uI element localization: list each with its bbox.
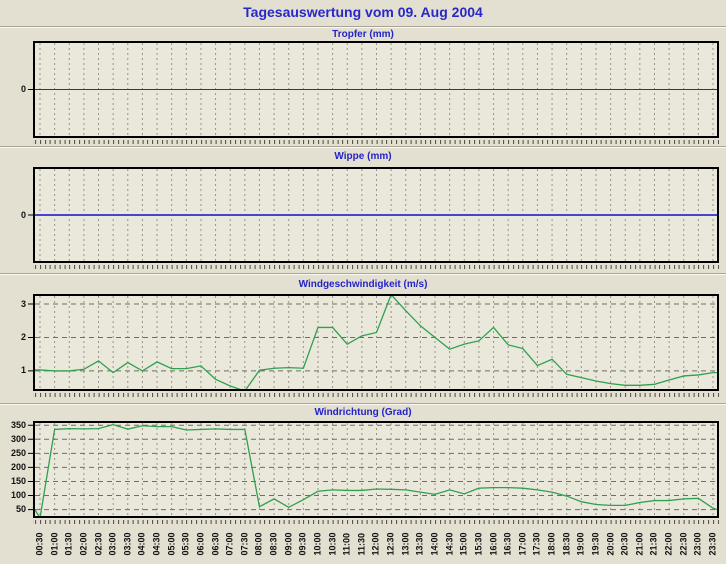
x-tick-marks (33, 393, 719, 397)
x-tick-label: 23:00 (692, 532, 703, 556)
section-divider (0, 146, 726, 148)
x-tick-label: 12:00 (370, 532, 381, 556)
x-tick-label: 08:30 (268, 532, 279, 556)
x-tick-label: 11:00 (341, 532, 352, 556)
x-tick-label: 02:30 (93, 532, 104, 556)
chart-title-windgeschwindigkeit: Windgeschwindigkeit (m/s) (298, 279, 428, 290)
x-tick-label: 19:00 (575, 532, 586, 556)
section-divider (0, 26, 726, 28)
x-tick-label: 05:00 (166, 532, 177, 556)
y-tick-label: 100 (10, 490, 26, 500)
plot-area-wippe (28, 167, 719, 263)
plot-border (33, 421, 719, 518)
x-tick-label: 14:30 (444, 532, 455, 556)
x-tick-label: 19:30 (590, 532, 601, 556)
chart-title-windrichtung: Windrichtung (Grad) (314, 407, 412, 418)
plot-border (33, 167, 719, 263)
chart-plot-windgeschwindigkeit (28, 294, 719, 391)
x-tick-label: 01:00 (49, 532, 60, 556)
data-line-windrichtung (32, 423, 719, 518)
x-tick-label: 07:30 (239, 532, 250, 556)
x-tick-label: 00:30 (34, 532, 45, 556)
chart-plot-tropfer (28, 41, 719, 138)
x-tick-label: 16:00 (488, 532, 499, 556)
x-tick-marks (33, 140, 719, 144)
x-tick-label: 15:30 (473, 532, 484, 556)
x-tick-label: 12:30 (385, 532, 396, 556)
x-tick-label: 01:30 (63, 532, 74, 556)
x-tick-marks (33, 520, 719, 524)
x-tick-label: 03:00 (107, 532, 118, 556)
x-tick-marks (33, 265, 719, 269)
y-tick-label: 350 (10, 419, 26, 430)
x-tick-label: 10:00 (312, 532, 323, 556)
x-tick-label: 14:00 (429, 532, 440, 556)
plot-area-windgeschwindigkeit (28, 294, 719, 391)
horizontal-gridlines (35, 303, 717, 372)
plot-area-tropfer (28, 41, 719, 138)
y-tick-label: 0 (20, 209, 26, 220)
chart-title-wippe: Wippe (mm) (334, 151, 392, 162)
x-tick-label: 05:30 (180, 532, 191, 556)
x-tick-label: 17:30 (531, 532, 542, 556)
x-tick-label: 11:30 (356, 532, 367, 556)
section-divider (0, 273, 726, 275)
x-tick-label: 18:30 (561, 532, 572, 556)
x-tick-label: 06:30 (210, 532, 221, 556)
y-tick-label: 0 (20, 84, 26, 94)
vertical-gridlines (39, 296, 714, 389)
chart-plot-wippe (28, 167, 719, 263)
x-tick-label: 06:00 (195, 532, 206, 556)
y-tick-label: 300 (10, 433, 26, 444)
y-tick-label: 1 (20, 365, 26, 376)
x-tick-label: 16:30 (502, 532, 513, 556)
x-tick-label: 23:30 (707, 532, 718, 556)
x-tick-label: 22:30 (678, 532, 689, 556)
x-tick-label: 07:00 (224, 532, 235, 556)
x-tick-label: 03:30 (122, 532, 133, 556)
y-tick-label: 3 (20, 298, 26, 309)
page-title: Tagesauswertung vom 09. Aug 2004 (243, 4, 483, 20)
x-tick-label: 21:30 (648, 532, 659, 556)
y-tick-label: 200 (10, 461, 26, 472)
x-tick-label: 13:30 (414, 532, 425, 556)
x-tick-label: 02:00 (78, 532, 89, 556)
x-tick-label: 13:00 (400, 532, 411, 556)
x-tick-label: 10:30 (327, 532, 338, 556)
x-tick-label: 18:00 (546, 532, 557, 556)
section-divider (0, 403, 726, 405)
vertical-gridlines (39, 423, 714, 516)
y-tick-label: 150 (10, 475, 26, 486)
x-tick-label: 20:00 (605, 532, 616, 556)
chart-title-tropfer: Tropfer (mm) (332, 29, 394, 40)
plot-border (33, 294, 719, 391)
x-tick-label: 04:00 (136, 532, 147, 556)
y-tick-label: 50 (15, 504, 26, 515)
y-tick-label: 250 (10, 447, 26, 458)
plot-area-windrichtung (28, 421, 719, 518)
chart-plot-windrichtung (28, 421, 719, 518)
x-tick-label: 04:30 (151, 532, 162, 556)
x-tick-label: 09:00 (283, 532, 294, 556)
data-line-windgeschwindigkeit (33, 294, 719, 391)
x-tick-label: 09:30 (297, 532, 308, 556)
y-tick-label: 2 (20, 331, 26, 342)
x-tick-label: 17:00 (517, 532, 528, 556)
x-tick-label: 22:00 (663, 532, 674, 556)
x-tick-label: 15:00 (458, 532, 469, 556)
x-tick-label: 08:00 (253, 532, 264, 556)
plot-border (33, 41, 719, 138)
x-tick-label: 21:00 (634, 532, 645, 556)
y-tick-marks (28, 424, 34, 511)
x-tick-label: 20:30 (619, 532, 630, 556)
